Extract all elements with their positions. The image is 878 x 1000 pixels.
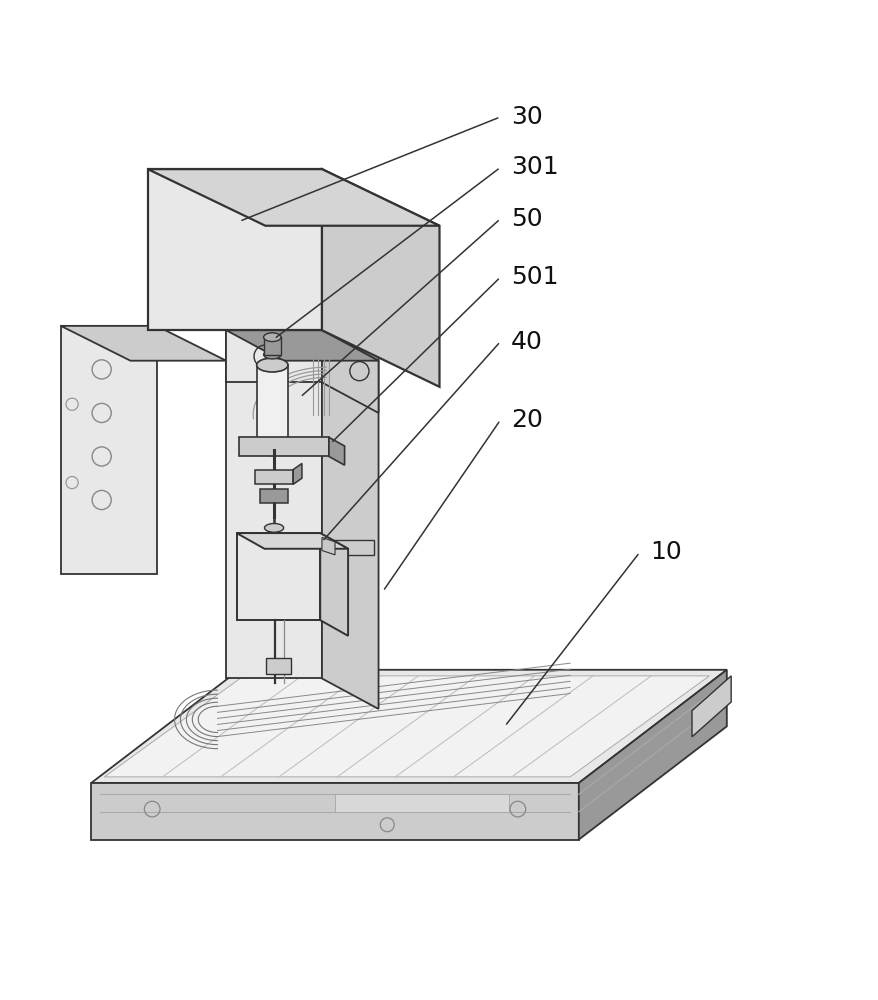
Text: 10: 10 — [650, 540, 681, 564]
Ellipse shape — [263, 333, 281, 342]
Polygon shape — [239, 437, 328, 456]
Polygon shape — [255, 470, 293, 484]
Text: 501: 501 — [510, 265, 558, 289]
Polygon shape — [226, 330, 378, 361]
Polygon shape — [148, 169, 321, 330]
Text: 30: 30 — [510, 105, 542, 129]
Polygon shape — [104, 676, 709, 777]
Polygon shape — [226, 169, 378, 200]
Text: 20: 20 — [510, 408, 542, 432]
Text: 40: 40 — [510, 330, 542, 354]
Polygon shape — [321, 537, 335, 555]
Polygon shape — [691, 676, 730, 737]
Polygon shape — [91, 783, 578, 840]
Polygon shape — [321, 169, 439, 387]
Polygon shape — [256, 365, 288, 450]
Polygon shape — [91, 670, 726, 783]
Polygon shape — [320, 533, 348, 636]
Polygon shape — [321, 330, 378, 413]
Polygon shape — [61, 326, 156, 574]
Ellipse shape — [264, 524, 284, 532]
Text: 50: 50 — [510, 207, 542, 231]
Polygon shape — [335, 794, 508, 812]
Polygon shape — [148, 169, 439, 226]
Text: 301: 301 — [510, 155, 558, 179]
Polygon shape — [321, 169, 378, 709]
Ellipse shape — [256, 358, 288, 372]
Polygon shape — [293, 463, 301, 484]
Polygon shape — [61, 326, 226, 361]
Polygon shape — [578, 670, 726, 840]
Polygon shape — [236, 533, 320, 620]
Ellipse shape — [263, 350, 281, 359]
Polygon shape — [266, 658, 291, 674]
Polygon shape — [328, 437, 344, 465]
Polygon shape — [236, 533, 348, 549]
Polygon shape — [320, 540, 374, 555]
Polygon shape — [260, 489, 288, 503]
Polygon shape — [226, 330, 321, 382]
Ellipse shape — [256, 443, 288, 456]
Polygon shape — [226, 169, 321, 678]
Polygon shape — [263, 337, 281, 355]
